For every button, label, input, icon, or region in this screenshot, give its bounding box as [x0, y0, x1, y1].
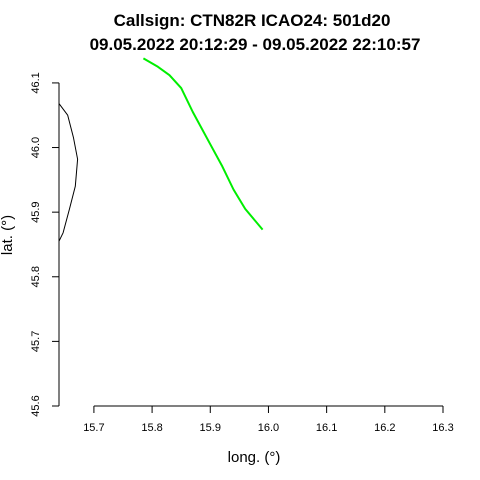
series-layer	[58, 57, 264, 242]
series-line-1	[142, 57, 264, 231]
x-tick-label: 16.0	[258, 422, 279, 434]
series-line-2	[58, 103, 79, 242]
x-axis: 15.7 15.8 15.9 16.0 16.1 16.2 16.3	[83, 405, 454, 434]
x-tick-label: 16.3	[432, 422, 453, 434]
y-tick-label: 46.0	[30, 137, 42, 158]
x-tick-label: 15.7	[83, 422, 104, 434]
chart-title-line2: 09.05.2022 20:12:29 - 09.05.2022 22:10:5…	[90, 35, 421, 54]
x-tick-label: 15.9	[200, 422, 221, 434]
y-tick-label: 45.7	[30, 331, 42, 352]
chart-title-line1: Callsign: CTN82R ICAO24: 501d20	[114, 11, 391, 30]
y-axis: 45.6 45.7 45.8 45.9 46.0 46.1	[30, 72, 60, 417]
x-tick-label: 16.1	[316, 422, 337, 434]
y-tick-label: 45.9	[30, 201, 42, 222]
y-tick-label: 46.1	[30, 72, 42, 93]
y-tick-label: 45.6	[30, 395, 42, 416]
x-axis-label: long. (°)	[228, 449, 281, 466]
y-tick-label: 45.8	[30, 266, 42, 287]
y-axis-label: lat. (°)	[0, 215, 16, 255]
x-tick-label: 15.8	[141, 422, 162, 434]
x-tick-label: 16.2	[374, 422, 395, 434]
